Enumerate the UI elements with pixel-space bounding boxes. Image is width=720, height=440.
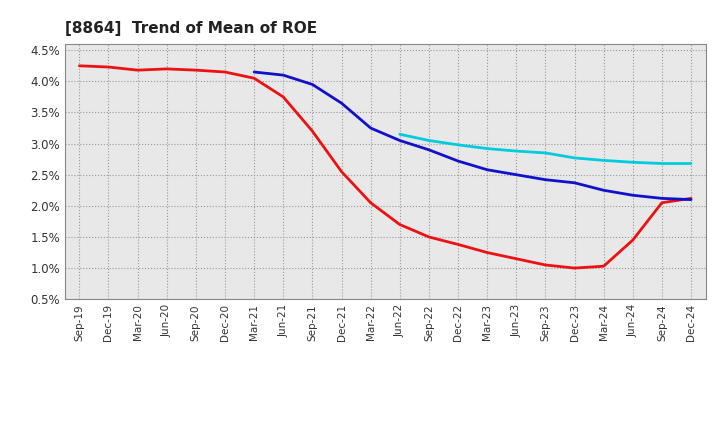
5 Years — [541, 177, 550, 182]
3 Years — [163, 66, 171, 72]
3 Years — [337, 169, 346, 174]
7 Years — [483, 146, 492, 151]
3 Years — [308, 128, 317, 134]
3 Years — [483, 250, 492, 255]
3 Years — [599, 264, 608, 269]
5 Years — [599, 187, 608, 193]
7 Years — [687, 161, 696, 166]
3 Years — [570, 265, 579, 271]
5 Years — [250, 70, 258, 75]
5 Years — [657, 196, 666, 201]
5 Years — [425, 147, 433, 152]
3 Years — [395, 222, 404, 227]
3 Years — [279, 94, 287, 99]
3 Years — [454, 242, 462, 247]
5 Years — [483, 167, 492, 172]
7 Years — [425, 138, 433, 143]
5 Years — [337, 100, 346, 106]
3 Years — [541, 262, 550, 268]
3 Years — [192, 67, 200, 73]
5 Years — [279, 73, 287, 78]
7 Years — [657, 161, 666, 166]
5 Years — [308, 82, 317, 87]
3 Years — [250, 76, 258, 81]
3 Years — [512, 256, 521, 261]
3 Years — [366, 200, 375, 205]
5 Years — [570, 180, 579, 185]
Legend: 3 Years, 5 Years, 7 Years, 10 Years: 3 Years, 5 Years, 7 Years, 10 Years — [169, 439, 601, 440]
7 Years — [629, 160, 637, 165]
Line: 3 Years: 3 Years — [79, 66, 691, 268]
3 Years — [220, 70, 229, 75]
5 Years — [454, 158, 462, 164]
5 Years — [629, 193, 637, 198]
7 Years — [570, 155, 579, 161]
3 Years — [687, 196, 696, 201]
Line: 7 Years: 7 Years — [400, 134, 691, 164]
7 Years — [512, 148, 521, 154]
5 Years — [687, 197, 696, 202]
7 Years — [454, 142, 462, 147]
7 Years — [541, 150, 550, 156]
3 Years — [104, 64, 113, 70]
5 Years — [395, 138, 404, 143]
3 Years — [75, 63, 84, 69]
3 Years — [133, 67, 142, 73]
Text: [8864]  Trend of Mean of ROE: [8864] Trend of Mean of ROE — [65, 21, 317, 36]
5 Years — [512, 172, 521, 177]
3 Years — [657, 200, 666, 205]
5 Years — [366, 125, 375, 131]
3 Years — [425, 235, 433, 240]
7 Years — [395, 132, 404, 137]
Line: 5 Years: 5 Years — [254, 72, 691, 200]
7 Years — [599, 158, 608, 163]
3 Years — [629, 238, 637, 243]
